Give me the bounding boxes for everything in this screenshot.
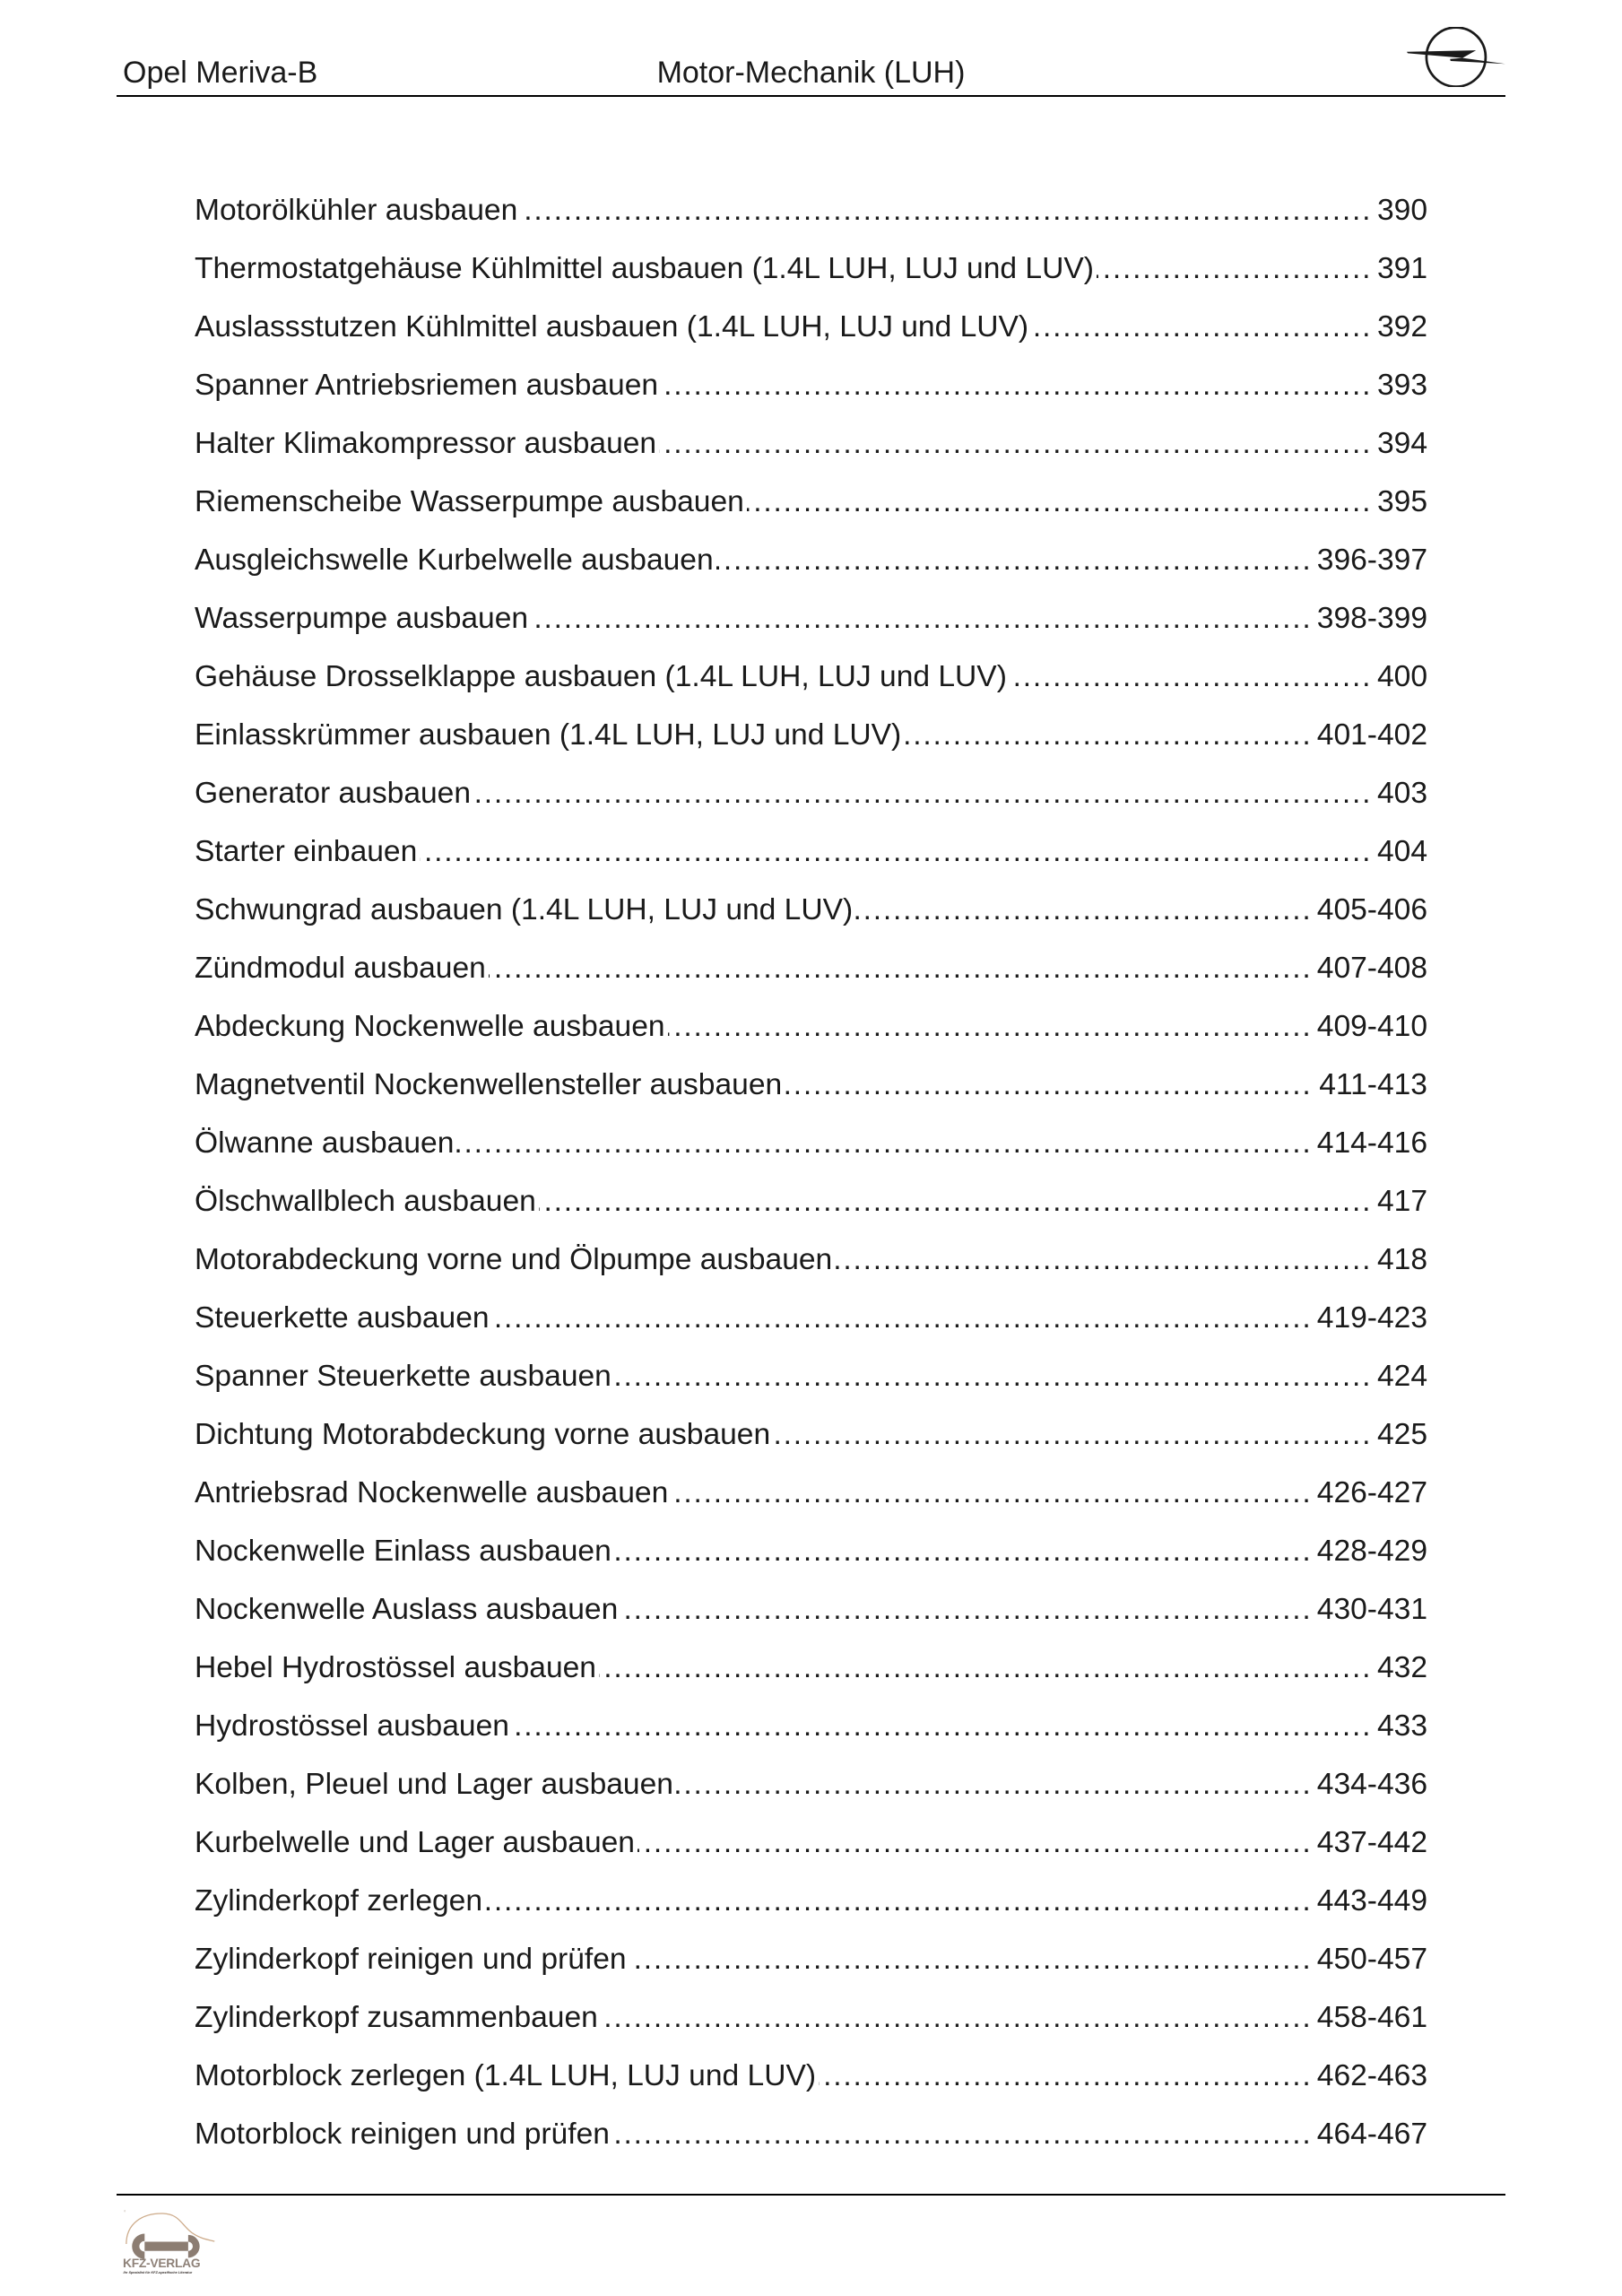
svg-text:®: ® xyxy=(124,2209,126,2213)
svg-text:Ihr Spezialist für KFZ-spezifi: Ihr Spezialist für KFZ-spezifische Liter… xyxy=(123,2271,192,2274)
svg-text:KFZ-VERLAG: KFZ-VERLAG xyxy=(123,2257,200,2270)
